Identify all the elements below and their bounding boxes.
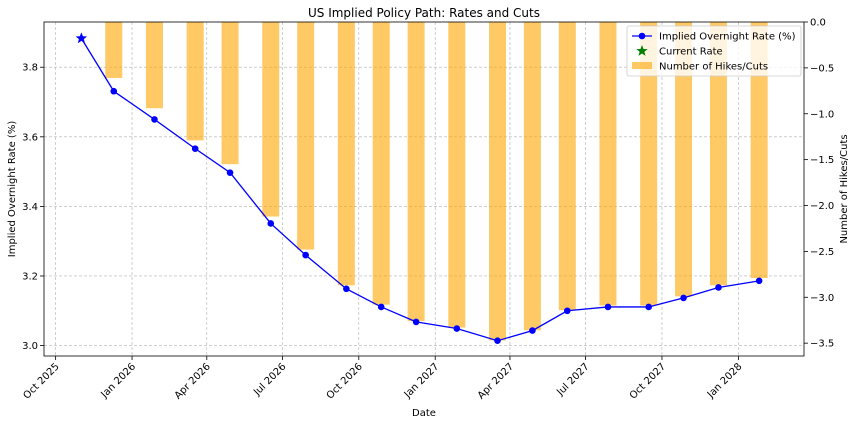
bar-hikes-cuts — [523, 22, 541, 331]
legend-label-implied-rate: Implied Overnight Rate (%) — [659, 32, 796, 43]
y-right-tick-label: −1.0 — [810, 109, 834, 120]
y-left-tick-label: 3.2 — [22, 271, 38, 282]
x-tick-label: Apr 2027 — [476, 361, 516, 401]
x-tick-label: Jan 2026 — [99, 361, 139, 401]
x-tick-label: Jul 2027 — [554, 361, 591, 398]
implied-rate-point — [680, 294, 687, 302]
y-right-tick-label: −1.5 — [810, 155, 834, 166]
implied-rate-point — [412, 318, 420, 326]
bar-hikes-cuts — [675, 22, 693, 297]
legend: Implied Overnight Rate (%) Current Rate Nu… — [626, 25, 802, 77]
y-right-tick-label: −2.5 — [810, 247, 834, 258]
current-rate-marker — [75, 32, 88, 44]
current-rate-star — [75, 32, 88, 44]
y-left-tick-label: 3.6 — [22, 132, 38, 143]
legend-label-hikes-cuts: Number of Hikes/Cuts — [659, 62, 768, 73]
implied-rate-point — [755, 277, 763, 285]
bar-hikes-cuts — [489, 22, 507, 341]
legend-line-marker — [638, 32, 646, 40]
implied-rate-point — [715, 284, 722, 291]
bar-hikes-cuts — [297, 22, 315, 250]
x-tick-label: Oct 2025 — [21, 361, 61, 401]
y-right-tick-label: −3.5 — [810, 339, 834, 350]
implied-rate-point — [302, 251, 309, 259]
plot-frame — [43, 21, 805, 357]
bar-hikes-cuts — [407, 22, 425, 322]
bar-hikes-cuts — [640, 22, 658, 306]
legend-box — [626, 25, 802, 77]
y-right-tick-label: 0.0 — [810, 18, 826, 29]
legend-star-swatch — [636, 45, 648, 56]
x-tick-label: Jan 2028 — [705, 361, 745, 401]
implied-rate-point — [191, 145, 199, 152]
implied-rate-point — [563, 307, 571, 315]
implied-rate-point — [645, 303, 652, 311]
bar-hikes-cuts — [221, 22, 239, 165]
y-axis-left-label: Implied Overnight Rate (%) — [7, 121, 18, 258]
y-axis-right: 0.0 −0.5 −1.0 −1.5 −2.0 −2.5 −3.0 −3.5 — [804, 18, 834, 350]
bar-hikes-cuts — [105, 22, 123, 78]
bar-hikes-cuts — [372, 22, 390, 305]
y-left-tick-label: 3.4 — [22, 202, 38, 213]
legend-bar-swatch — [632, 62, 652, 69]
x-axis-label: Date — [412, 408, 436, 419]
x-tick-label: Jan 2027 — [402, 361, 442, 401]
y-axis-left: 3.0 3.2 3.4 3.6 3.8 — [22, 63, 44, 352]
bar-hikes-cuts — [186, 22, 204, 141]
implied-rate-point — [343, 285, 350, 293]
y-axis-right-label: Number of Hikes/Cuts — [839, 134, 850, 243]
bar-hikes-cuts — [750, 22, 768, 279]
y-left-tick-label: 3.0 — [22, 341, 38, 352]
y-right-tick-label: −3.0 — [810, 293, 834, 304]
x-tick-label: Apr 2026 — [173, 361, 213, 401]
y-right-tick-label: −2.0 — [810, 201, 834, 212]
bar-hikes-cuts — [558, 22, 576, 311]
implied-rate-point — [453, 325, 461, 332]
implied-rate-point — [494, 337, 501, 344]
bar-hikes-cuts — [709, 22, 727, 286]
implied-rate-point — [226, 169, 234, 176]
bar-series-hikes-cuts — [105, 22, 768, 341]
y-left-tick-label: 3.8 — [22, 63, 38, 74]
bar-hikes-cuts — [145, 22, 163, 109]
implied-rate-point — [151, 116, 158, 123]
implied-rate-point — [267, 220, 275, 227]
x-tick-label: Oct 2026 — [325, 361, 365, 401]
bar-hikes-cuts — [262, 22, 280, 217]
chart-title: US Implied Policy Path: Rates and Cuts — [308, 6, 540, 20]
bar-hikes-cuts — [337, 22, 355, 286]
x-axis: Oct 2025 Jan 2026 Apr 2026 Jul 2026 Oct 2026… — [21, 356, 745, 402]
x-tick-label: Jul 2026 — [251, 361, 288, 398]
bar-hikes-cuts — [599, 22, 617, 306]
line-series-implied-rate — [80, 38, 763, 344]
implied-rate-point — [110, 87, 118, 95]
y-right-tick-label: −0.5 — [810, 63, 834, 74]
implied-rate-point — [604, 303, 612, 311]
implied-rate-point — [377, 303, 385, 311]
bar-hikes-cuts — [448, 22, 466, 328]
x-tick-label: Oct 2027 — [628, 361, 668, 401]
legend-label-current-rate: Current Rate — [659, 47, 723, 58]
implied-rate-point — [529, 327, 536, 334]
